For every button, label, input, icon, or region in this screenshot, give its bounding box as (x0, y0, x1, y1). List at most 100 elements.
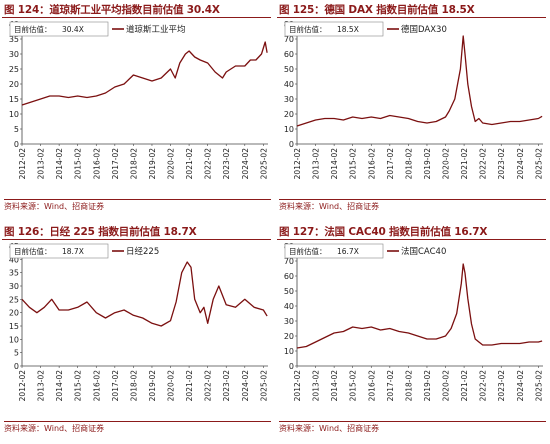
y-tick-label: 40 (9, 255, 19, 264)
legend-label: 法国CAC40 (401, 246, 446, 257)
x-tick-label: 2025-02 (534, 370, 543, 402)
x-tick-label: 2016-02 (92, 370, 101, 402)
y-tick-label: 25 (9, 295, 19, 304)
x-tick-label: 2018-02 (129, 370, 138, 402)
chart-panel-1: 图 124：道琼斯工业平均指数目前估值 30.4X 0 5 10 15 20 25 30 35… (0, 0, 275, 222)
y-tick-label: 40 (284, 80, 294, 89)
y-tick-label: 0 (289, 140, 294, 149)
y-tick-label: 70 (284, 257, 294, 266)
x-tick-label: 2025-02 (259, 370, 268, 402)
x-tick-label: 2022-02 (204, 370, 213, 402)
x-tick-label: 2012-02 (293, 148, 302, 180)
source-note: 资料来源：Wind、招商证券 (4, 421, 271, 434)
line-chart: 05101520253035402012-022013-022014-02201… (9, 20, 269, 180)
chart-panel-3: 图 126：日经 225 指数目前估值 18.7X 0 5 10 15 20 25 30 35… (0, 222, 275, 444)
value-box (284, 243, 384, 259)
y-tick-label: 50 (284, 65, 294, 74)
x-tick-label: 2020-02 (167, 148, 176, 180)
x-tick-label: 2023-02 (497, 148, 506, 180)
legend-label: 德国DAX30 (401, 24, 447, 35)
x-tick-label: 2012-02 (293, 370, 302, 402)
source-note: 资料来源：Wind、招商证券 (4, 199, 271, 212)
chart-title-bar: 图 127：法国 CAC40 指数目前估值 16.7X (277, 224, 546, 240)
x-tick-label: 2014-02 (55, 148, 64, 180)
x-tick-label: 2012-02 (18, 370, 27, 402)
x-tick-label: 2020-02 (442, 148, 451, 180)
x-tick-label: 2019-02 (423, 370, 432, 402)
y-tick-label: 35 (9, 35, 19, 44)
value-box-label: 目前估值： (14, 246, 52, 256)
x-tick-label: 2013-02 (312, 148, 321, 180)
y-tick-label: 30 (9, 282, 19, 291)
x-tick-label: 2016-02 (92, 148, 101, 180)
x-tick-label: 2017-02 (111, 370, 120, 402)
legend-label: 日经225 (126, 246, 159, 257)
x-tick-label: 2019-02 (423, 148, 432, 180)
series-line (21, 261, 268, 327)
x-tick-label: 2023-02 (222, 148, 231, 180)
x-tick-label: 2014-02 (55, 370, 64, 402)
y-tick-label: 60 (284, 272, 294, 281)
y-tick-label: 25 (9, 65, 19, 74)
x-tick-label: 2014-02 (330, 148, 339, 180)
x-tick-label: 2020-02 (442, 370, 451, 402)
y-tick-label: 60 (284, 50, 294, 59)
series-line (21, 41, 268, 106)
x-tick-label: 2021-02 (185, 148, 194, 180)
y-tick-label: 30 (284, 317, 294, 326)
value-box-value: 30.4X (62, 25, 84, 34)
value-box (9, 243, 109, 259)
y-tick-label: 10 (9, 110, 19, 119)
x-tick-label: 2022-02 (479, 370, 488, 402)
x-tick-label: 2022-02 (479, 148, 488, 180)
series-line (296, 35, 543, 127)
chart-panel-2: 图 125：德国 DAX 指数目前估值 18.5X 0 10 20 30 40 50 60 7… (275, 0, 550, 222)
x-tick-label: 2017-02 (386, 148, 395, 180)
x-tick-label: 2013-02 (37, 370, 46, 402)
chart-title: 图 126：日经 225 指数目前估值 18.7X (4, 226, 197, 238)
y-tick-label: 30 (284, 95, 294, 104)
x-tick-label: 2024-02 (516, 148, 525, 180)
x-tick-label: 2021-02 (185, 370, 194, 402)
source-note: 资料来源：Wind、招商证券 (279, 421, 546, 434)
x-tick-label: 2017-02 (386, 370, 395, 402)
x-tick-label: 2016-02 (367, 370, 376, 402)
value-box-value: 16.7X (337, 247, 359, 256)
line-chart: 010203040506070802012-022013-022014-0220… (284, 20, 544, 180)
y-tick-label: 10 (284, 347, 294, 356)
x-tick-label: 2017-02 (111, 148, 120, 180)
x-tick-label: 2025-02 (534, 148, 543, 180)
value-box-value: 18.5X (337, 25, 359, 34)
x-tick-label: 2016-02 (367, 148, 376, 180)
x-tick-label: 2013-02 (312, 370, 321, 402)
line-chart: 0510152025303540452012-022013-022014-022… (9, 242, 269, 402)
y-tick-label: 10 (284, 125, 294, 134)
legend-label: 道琼斯工业平均 (126, 24, 186, 35)
x-tick-label: 2015-02 (349, 370, 358, 402)
x-tick-label: 2024-02 (241, 148, 250, 180)
y-tick-label: 20 (9, 80, 19, 89)
y-tick-label: 30 (9, 50, 19, 59)
value-box (284, 21, 384, 37)
y-tick-label: 0 (14, 362, 19, 371)
y-tick-label: 15 (9, 322, 19, 331)
chart-title: 图 125：德国 DAX 指数目前估值 18.5X (279, 4, 475, 16)
value-box-label: 目前估值： (289, 24, 327, 34)
value-box-label: 目前估值： (289, 246, 327, 256)
y-tick-label: 40 (284, 302, 294, 311)
x-tick-label: 2018-02 (404, 370, 413, 402)
x-tick-label: 2015-02 (349, 148, 358, 180)
x-tick-label: 2015-02 (74, 370, 83, 402)
x-tick-label: 2012-02 (18, 148, 27, 180)
chart-title: 图 124：道琼斯工业平均指数目前估值 30.4X (4, 4, 220, 16)
x-tick-label: 2018-02 (129, 148, 138, 180)
chart-title-bar: 图 124：道琼斯工业平均指数目前估值 30.4X (2, 2, 271, 18)
chart-panel-4: 图 127：法国 CAC40 指数目前估值 16.7X 0 10 20 30 40 50 6… (275, 222, 550, 444)
chart-title: 图 127：法国 CAC40 指数目前估值 16.7X (279, 226, 488, 238)
y-tick-label: 20 (9, 309, 19, 318)
value-box-label: 目前估值： (14, 24, 52, 34)
value-box-value: 18.7X (62, 247, 84, 256)
y-tick-label: 70 (284, 35, 294, 44)
x-tick-label: 2024-02 (241, 370, 250, 402)
x-tick-label: 2019-02 (148, 370, 157, 402)
